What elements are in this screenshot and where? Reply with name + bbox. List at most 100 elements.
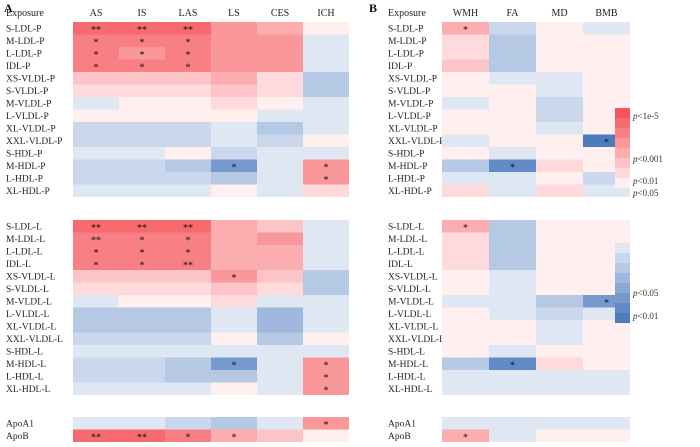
row-label: M-LDL-L	[388, 235, 427, 245]
row-label: XXL-VLDL-P	[388, 137, 444, 147]
heatmap-cell	[211, 109, 257, 122]
heatmap-cell	[489, 282, 536, 295]
heatmap-cell	[211, 282, 257, 295]
significance-mark: **	[137, 433, 147, 444]
heatmap-cell	[73, 147, 119, 160]
heatmap-cell	[489, 34, 536, 47]
legend-swatch	[615, 168, 630, 178]
heatmap-cell	[119, 134, 165, 147]
heatmap-cell	[165, 370, 211, 383]
significance-mark: *	[186, 248, 191, 259]
heatmap-cell	[303, 282, 349, 295]
heatmap-cell	[303, 382, 349, 395]
heatmap-cell	[303, 417, 349, 430]
heatmap-cell	[442, 134, 489, 147]
heatmap-cell	[442, 370, 489, 383]
row-label: M-LDL-P	[6, 37, 45, 47]
legend-swatch	[615, 263, 630, 273]
significance-mark: *	[140, 261, 145, 272]
color-legend	[615, 108, 630, 323]
heatmap-cell	[257, 232, 303, 245]
heatmap-cell	[257, 320, 303, 333]
heatmap-cell	[73, 84, 119, 97]
heatmap-cell	[489, 134, 536, 147]
heatmap-cell	[119, 417, 165, 430]
heatmap-cell	[442, 345, 489, 358]
heatmap-cell	[73, 122, 119, 135]
heatmap-cell	[119, 72, 165, 85]
heatmap-cell	[73, 245, 119, 258]
heatmap-cell	[119, 22, 165, 35]
row-label: L-VLDL-P	[6, 112, 49, 122]
significance-mark: *	[324, 163, 329, 174]
heatmap-cell	[165, 320, 211, 333]
legend-swatch	[615, 243, 630, 253]
significance-mark: *	[186, 50, 191, 61]
heatmap-cell	[257, 109, 303, 122]
heatmap-cell	[489, 109, 536, 122]
panel-letter: B	[369, 1, 377, 15]
heatmap-cell	[489, 382, 536, 395]
heatmap-cell	[211, 184, 257, 197]
significance-mark: **	[91, 223, 101, 234]
heatmap-cell	[211, 47, 257, 60]
heatmap-cell	[489, 370, 536, 383]
heatmap-cell	[583, 417, 630, 430]
heatmap-cell	[536, 417, 583, 430]
heatmap-cell	[489, 47, 536, 60]
heatmap-cell	[489, 122, 536, 135]
heatmap-cell	[211, 245, 257, 258]
heatmap-cell	[119, 97, 165, 110]
heatmap-cell	[165, 47, 211, 60]
row-label: XL-HDL-L	[388, 385, 433, 395]
heatmap-cell	[442, 72, 489, 85]
heatmap-cell	[442, 22, 489, 35]
heatmap-cell	[303, 370, 349, 383]
heatmap-cell	[536, 282, 583, 295]
heatmap-cell	[165, 332, 211, 345]
heatmap-cell	[165, 257, 211, 270]
significance-mark: *	[232, 273, 237, 284]
row-label: XL-VLDL-L	[6, 323, 56, 333]
heatmap-cell	[536, 257, 583, 270]
heatmap-cell	[257, 370, 303, 383]
heatmap-cell	[583, 429, 630, 442]
heatmap-cell	[165, 245, 211, 258]
significance-mark: *	[140, 50, 145, 61]
legend-swatch	[615, 293, 630, 303]
significance-mark: *	[510, 163, 515, 174]
significance-mark: *	[140, 63, 145, 74]
heatmap-cell	[73, 282, 119, 295]
heatmap-cell	[303, 34, 349, 47]
heatmap-cell	[211, 122, 257, 135]
heatmap-cell	[165, 134, 211, 147]
heatmap-cell	[257, 382, 303, 395]
heatmap-cell	[119, 122, 165, 135]
significance-mark: *	[232, 361, 237, 372]
row-label: ApoA1	[6, 420, 34, 430]
significance-mark: *	[324, 361, 329, 372]
heatmap-cell	[73, 59, 119, 72]
heatmap-cell	[165, 22, 211, 35]
significance-mark: **	[91, 433, 101, 444]
heatmap-cell	[442, 282, 489, 295]
row-label: L-LDL-P	[6, 50, 42, 60]
heatmap-cell	[165, 72, 211, 85]
heatmap-cell	[211, 295, 257, 308]
heatmap-cell	[165, 270, 211, 283]
significance-mark: *	[140, 248, 145, 259]
heatmap-cell	[257, 257, 303, 270]
heatmap-cell	[442, 417, 489, 430]
heatmap-cell	[119, 147, 165, 160]
heatmap-cell	[536, 345, 583, 358]
row-label: M-HDL-L	[388, 360, 428, 370]
heatmap-cell	[165, 429, 211, 442]
heatmap-cell	[257, 97, 303, 110]
heatmap-cell	[211, 382, 257, 395]
heatmap-cell	[442, 47, 489, 60]
row-label: ApoB	[6, 432, 29, 442]
row-label: XL-VLDL-L	[388, 323, 438, 333]
heatmap-cell	[303, 232, 349, 245]
significance-mark: **	[183, 25, 193, 36]
